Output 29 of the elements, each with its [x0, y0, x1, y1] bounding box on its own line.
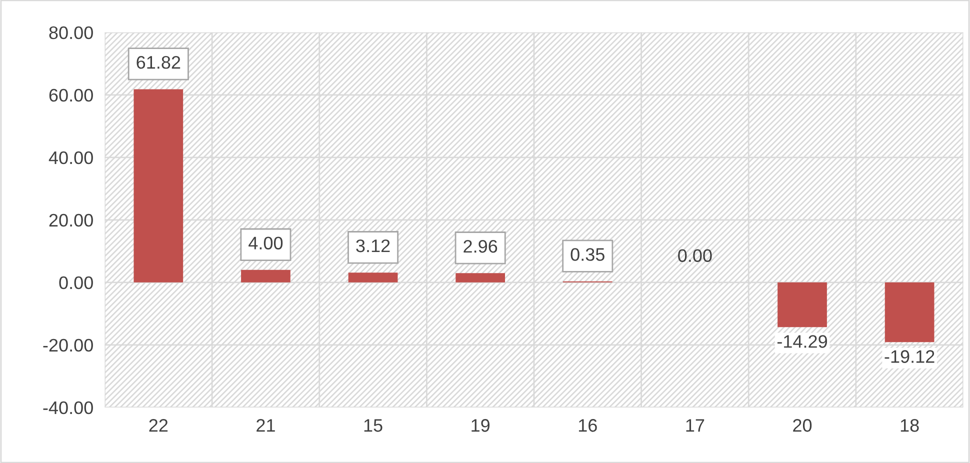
data-label: 4.00: [248, 236, 283, 250]
bar: [778, 282, 827, 328]
data-label: 3.12: [356, 239, 390, 252]
x-tick-label: 19: [472, 419, 490, 432]
data-label: 0.35: [570, 248, 604, 261]
x-tick-label: 21: [256, 419, 275, 432]
bar: [348, 272, 398, 282]
data-label: 0.00: [678, 249, 712, 262]
y-tick-label: 60.00: [49, 88, 93, 102]
bar: [241, 270, 290, 282]
y-tick-label: 80.00: [49, 26, 93, 40]
data-label: 2.96: [464, 240, 498, 253]
y-tick-label: -20.00: [43, 338, 93, 352]
x-tick-label: 22: [149, 419, 168, 432]
y-tick-label: 40.00: [48, 151, 93, 164]
x-tick-label: 15: [364, 419, 382, 432]
data-label: 61.82: [136, 56, 180, 69]
data-label: -14.29: [777, 335, 827, 348]
x-tick-label: 20: [793, 419, 812, 432]
y-tick-label: 0.00: [59, 276, 93, 290]
bar: [134, 89, 184, 282]
x-tick-label: 16: [578, 419, 597, 432]
bar: [884, 282, 934, 342]
x-tick-label: 17: [686, 419, 704, 432]
y-tick-label: -40.00: [43, 401, 93, 414]
y-tick-label: 20.00: [49, 214, 93, 227]
data-label: -19.12: [884, 350, 934, 363]
bar: [456, 273, 506, 282]
x-tick-label: 18: [900, 419, 919, 432]
